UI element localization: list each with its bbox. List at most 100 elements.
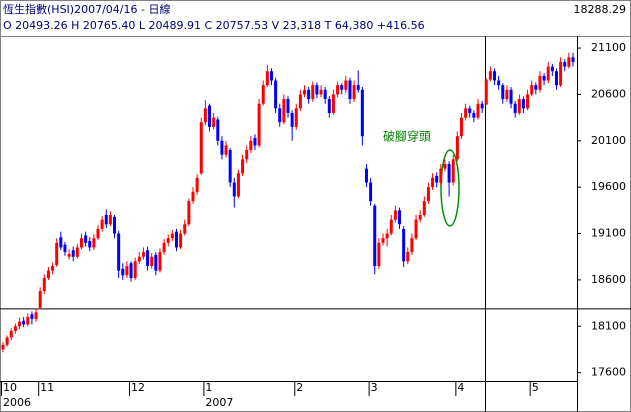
candle-body xyxy=(129,263,133,279)
chart-subtitle: O 20493.26 H 20765.40 L 20489.91 C 20757… xyxy=(3,19,425,32)
candle-body xyxy=(526,94,530,109)
y-tick-label: 20100 xyxy=(591,134,626,147)
candle-body xyxy=(364,168,368,183)
candle-body xyxy=(476,103,480,118)
candle-body xyxy=(63,244,67,253)
x-tick-label: 4 xyxy=(457,381,464,394)
candle-body xyxy=(542,75,546,81)
candle-body xyxy=(550,66,554,72)
candle-body xyxy=(484,79,488,105)
candle-body xyxy=(331,94,335,113)
candle-body xyxy=(146,250,150,266)
candle-body xyxy=(563,61,567,67)
candle-body xyxy=(59,237,63,248)
candle-body xyxy=(117,233,121,271)
candle-body xyxy=(559,61,563,86)
candle-body xyxy=(187,201,191,225)
candle-body xyxy=(517,99,521,113)
candle-body xyxy=(121,268,125,276)
candle-body xyxy=(208,105,212,127)
candle-body xyxy=(257,103,261,146)
y-tick-label: 17600 xyxy=(591,366,626,379)
candle-body xyxy=(480,103,484,109)
candle-body xyxy=(534,85,538,90)
x-tick-label: 2 xyxy=(296,381,303,394)
candle-body xyxy=(104,214,108,225)
candle-body xyxy=(195,177,199,192)
candle-body xyxy=(422,201,426,215)
candle-body xyxy=(125,266,129,276)
candle-body xyxy=(46,270,50,279)
candle-body xyxy=(513,103,517,113)
x-year-label: 2006 xyxy=(3,396,31,409)
candle-body xyxy=(402,228,406,262)
candle-body xyxy=(9,330,13,338)
candle-body xyxy=(179,233,183,248)
candle-body xyxy=(92,238,96,248)
candle-body xyxy=(245,150,249,160)
candle-body xyxy=(298,94,302,109)
candle-body xyxy=(26,317,30,325)
x-tick-label: 1 xyxy=(205,381,212,394)
candle-body xyxy=(236,173,240,197)
candle-body xyxy=(162,242,166,253)
highlight-ellipse xyxy=(440,149,460,227)
candle-body xyxy=(51,266,55,271)
candle-body xyxy=(67,253,71,257)
candle-body xyxy=(418,214,422,220)
candle-body xyxy=(406,252,410,262)
candle-body xyxy=(497,80,501,86)
candle-body xyxy=(38,291,42,308)
candle-body xyxy=(212,117,216,127)
candle-body xyxy=(348,80,352,100)
candle-body xyxy=(319,89,323,95)
candle-body xyxy=(340,85,344,90)
annotation: 破腳穿頭 xyxy=(383,129,431,144)
candle-body xyxy=(158,252,162,271)
candle-body xyxy=(100,219,104,229)
candle-body xyxy=(303,89,307,95)
candle-body xyxy=(216,119,220,141)
candle-body xyxy=(307,89,311,100)
candle-body xyxy=(220,140,224,155)
crosshair-value: 18288.29 xyxy=(574,3,627,16)
candle-body xyxy=(352,85,356,100)
candle-body xyxy=(174,231,178,248)
candle-body xyxy=(191,191,195,202)
candle-body xyxy=(55,242,59,266)
candle-body xyxy=(327,99,331,113)
y-tick-label: 18600 xyxy=(591,273,626,286)
candle-body xyxy=(554,71,558,86)
candle-body xyxy=(509,89,513,104)
candle-body xyxy=(253,138,257,146)
candle-body xyxy=(96,228,100,239)
candle-body xyxy=(108,214,112,225)
candle-body xyxy=(385,233,389,239)
candle-body xyxy=(232,182,236,197)
candle-body xyxy=(468,108,472,113)
candle-body xyxy=(393,210,397,220)
candle-body xyxy=(377,242,381,266)
candle-body xyxy=(369,182,373,202)
candle-body xyxy=(84,235,88,243)
candle-body xyxy=(269,71,273,81)
x-tick-label: 11 xyxy=(40,381,54,394)
candle-body xyxy=(203,108,207,123)
candle-body xyxy=(34,312,38,319)
y-tick-label: 18100 xyxy=(591,319,626,332)
candle-body xyxy=(323,89,327,100)
x-tick-label: 10 xyxy=(3,381,17,394)
candle-body xyxy=(311,85,315,100)
candle-body xyxy=(431,177,435,188)
candle-body xyxy=(538,75,542,90)
candle-body xyxy=(71,250,75,257)
candle-body xyxy=(373,205,377,266)
candle-body xyxy=(137,256,141,262)
candle-body xyxy=(166,238,170,243)
candle-body xyxy=(336,85,340,95)
candle-body xyxy=(224,145,228,155)
candle-body xyxy=(443,163,447,169)
candle-body xyxy=(493,71,497,81)
x-tick-label: 5 xyxy=(532,381,539,394)
